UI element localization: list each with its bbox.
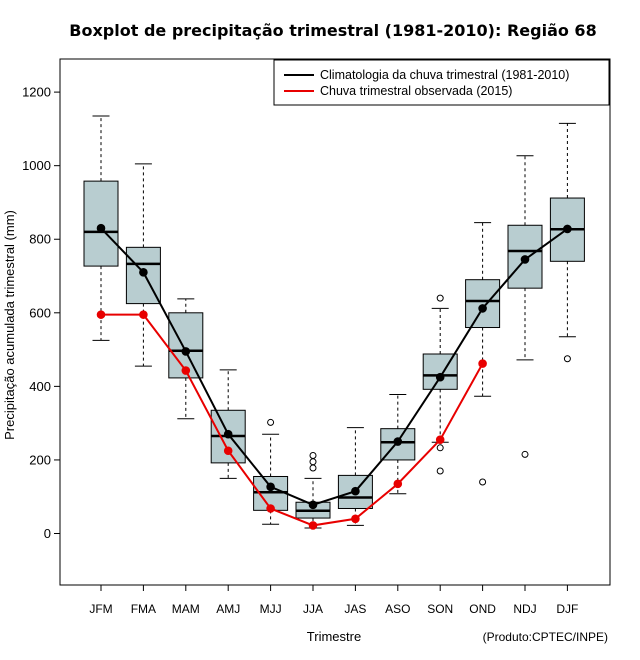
series-point <box>96 223 106 233</box>
outlier-point <box>563 355 571 363</box>
legend: Climatologia da chuva trimestral (1981-2… <box>273 59 610 106</box>
box-fma <box>125 163 161 367</box>
x-tick-label: OND <box>469 602 496 616</box>
outlier-point <box>436 444 444 452</box>
series-point <box>181 366 191 375</box>
x-tick-label: JJA <box>303 602 323 616</box>
outlier-point <box>267 418 275 426</box>
boxes-layer <box>83 115 585 529</box>
chart-title: Boxplot de precipitação trimestral (1981… <box>69 21 596 40</box>
source-credit: (Produto:CPTEC/INPE) <box>483 630 608 644</box>
y-tick-label: 600 <box>29 305 51 320</box>
box-iqr <box>168 312 204 379</box>
box-jja <box>295 452 331 529</box>
outlier-point <box>309 458 317 466</box>
x-tick-label: SON <box>427 602 453 616</box>
series-point <box>139 268 148 277</box>
series-point <box>393 437 403 446</box>
series-point <box>435 435 445 445</box>
x-tick-label: NDJ <box>513 602 536 616</box>
box-iqr <box>465 279 501 329</box>
box-amj <box>210 369 246 479</box>
series-point <box>223 429 233 439</box>
box-jfm <box>83 115 119 341</box>
x-tick-label: JFM <box>89 602 112 616</box>
outlier-point <box>309 464 317 472</box>
series-point <box>308 521 318 530</box>
series-observed <box>96 310 487 530</box>
series-point <box>223 446 233 456</box>
box-son <box>422 294 458 475</box>
x-tick-label: ASO <box>385 602 410 616</box>
legend-box <box>273 59 610 106</box>
axis-layer: 0 200 400 600 800 1000 1200 JFM FMA MAM AMJ MJJ JJA J… <box>22 85 578 616</box>
series-point <box>139 310 148 319</box>
series-point <box>520 255 530 264</box>
series-point <box>478 359 487 368</box>
x-tick-label: MJJ <box>260 602 282 616</box>
box-mam <box>168 298 204 420</box>
series-line <box>101 313 484 527</box>
outlier-point <box>479 478 487 486</box>
plot-frame <box>59 58 611 586</box>
x-tick-label: MAM <box>172 602 200 616</box>
box-djf <box>549 122 585 363</box>
y-tick-label: 800 <box>29 232 51 247</box>
legend-label-climatology: Climatologia da chuva trimestral (1981-2… <box>320 68 569 82</box>
series-point <box>266 482 275 492</box>
outlier-point <box>309 452 317 460</box>
outlier-point <box>521 450 529 458</box>
series-point <box>563 224 572 234</box>
box-iqr <box>83 180 119 267</box>
y-tick-label: 0 <box>44 526 51 541</box>
series-point <box>181 347 191 356</box>
y-tick-label: 1000 <box>22 158 51 173</box>
x-tick-label: JAS <box>344 602 366 616</box>
y-tick-label: 200 <box>29 452 51 467</box>
outlier-point <box>436 294 444 302</box>
series-point <box>308 500 318 510</box>
series-point <box>435 372 445 382</box>
y-axis-label: Precipitação acumulada trimestral (mm) <box>2 210 17 440</box>
x-tick-label: FMA <box>131 602 156 616</box>
x-axis-label: Trimestre <box>307 629 361 644</box>
series-point <box>478 304 487 313</box>
legend-label-observed: Chuva trimestral observada (2015) <box>320 84 512 98</box>
outlier-point <box>436 467 444 475</box>
series-climatology <box>96 223 572 510</box>
series-point <box>351 486 360 496</box>
box-ndj <box>507 155 543 458</box>
series-point <box>393 479 403 489</box>
y-tick-label: 400 <box>29 379 51 394</box>
series-point <box>96 310 106 319</box>
series-line <box>100 227 568 506</box>
x-tick-label: AMJ <box>216 602 240 616</box>
series-point <box>351 514 360 524</box>
series-point <box>266 504 275 513</box>
x-tick-label: DJF <box>556 602 578 616</box>
y-tick-label: 1200 <box>22 85 51 100</box>
series-layer <box>96 223 572 530</box>
box-ond <box>465 222 501 486</box>
